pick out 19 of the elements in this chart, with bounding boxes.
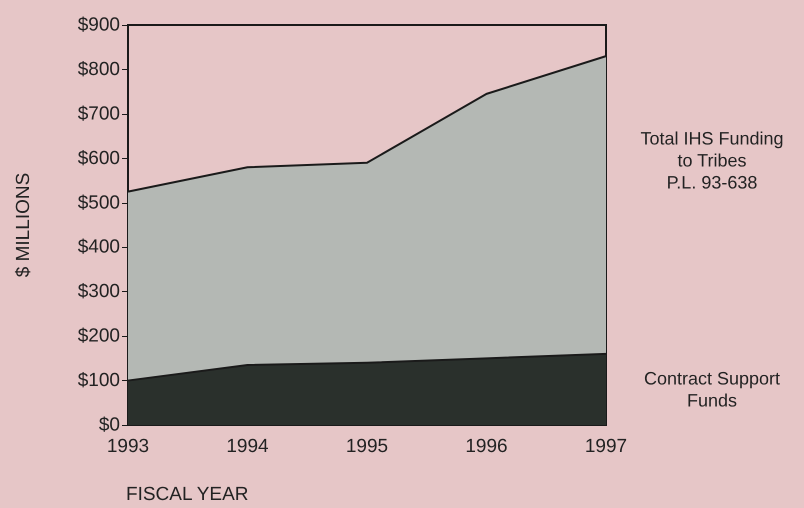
x-tick-label: 1997 [584, 436, 628, 457]
series-label: Total IHS Funding to Tribes P.L. 93-638 [640, 128, 784, 193]
text: Contract Support Funds [644, 368, 780, 410]
y-tick-label: $600 [78, 148, 120, 169]
x-tick-label: 1994 [226, 436, 270, 457]
x-tick-label: 1995 [346, 436, 388, 457]
y-tick-label: $900 [78, 14, 120, 36]
y-tick-label: $400 [78, 236, 120, 258]
y-axis-title: $ MILLIONS [13, 172, 34, 278]
y-tick-label: $0 [98, 414, 120, 436]
y-tick-label: $300 [78, 281, 120, 302]
x-axis-title: FISCAL YEAR [126, 484, 248, 505]
y-tick-label: $800 [78, 58, 120, 80]
y-tick-label: $500 [78, 192, 120, 214]
y-tick-label: $700 [78, 103, 120, 124]
x-tick-label: 1996 [465, 436, 508, 457]
y-tick-label: $200 [78, 326, 120, 347]
y-tick-label: $100 [78, 370, 120, 392]
x-tick-label: 1993 [106, 436, 150, 457]
